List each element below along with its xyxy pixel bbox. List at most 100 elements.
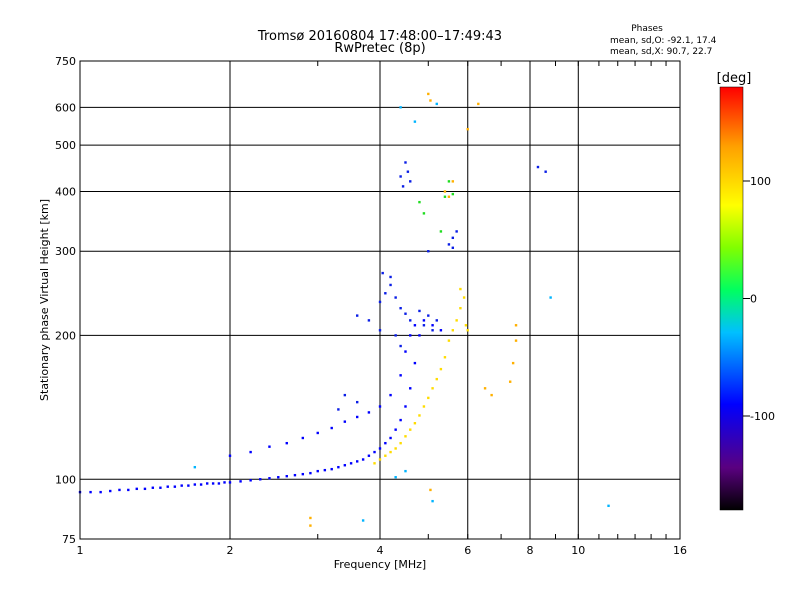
data-point [459, 287, 462, 291]
y-tick-label: 750 [55, 55, 76, 68]
data-point [451, 246, 455, 249]
data-point [431, 387, 434, 390]
data-point [439, 230, 443, 233]
data-point [447, 180, 451, 183]
data-point [285, 441, 288, 445]
data-point [127, 488, 130, 492]
y-tick-label: 500 [55, 139, 76, 152]
data-point [409, 319, 412, 322]
data-point [355, 400, 359, 404]
data-point [443, 195, 447, 198]
data-point [361, 458, 365, 461]
data-point [151, 486, 155, 489]
data-point [99, 490, 102, 494]
x-tick-label: 8 [527, 544, 534, 557]
colorbar: [deg] 100 0 -100 [717, 71, 775, 511]
data-point [343, 393, 347, 397]
data-point [418, 334, 421, 337]
x-tick-label: 10 [571, 544, 585, 557]
data-point [399, 106, 402, 109]
data-point [394, 334, 397, 337]
data-point [355, 314, 359, 317]
data-point [228, 481, 232, 484]
data-point [399, 441, 402, 445]
data-point [462, 296, 466, 299]
data-point [447, 339, 451, 342]
data-point [399, 175, 402, 178]
data-point [159, 486, 162, 489]
data-point [301, 436, 305, 440]
colorbar-tick-label: -100 [750, 410, 775, 423]
data-point [413, 120, 417, 123]
data-point [367, 319, 371, 322]
data-point [399, 374, 402, 377]
data-point [427, 92, 430, 96]
data-point [343, 464, 347, 467]
colorbar-label: [deg] [717, 71, 752, 86]
data-point [607, 504, 610, 508]
data-point [443, 356, 447, 359]
data-point [447, 195, 451, 198]
x-tick-label: 6 [464, 544, 471, 557]
data-point [389, 283, 392, 287]
data-point [514, 339, 518, 342]
data-point [422, 324, 426, 327]
data-point [439, 367, 443, 371]
data-point [466, 127, 469, 131]
y-tick-label: 400 [55, 185, 76, 198]
data-point [404, 405, 407, 408]
legend-line-o: mean, sd,O: -92.1, 17.4 [610, 36, 717, 46]
data-point [293, 473, 297, 477]
data-point [422, 212, 426, 215]
data-point [508, 380, 512, 383]
data-point [337, 465, 340, 469]
data-point [422, 319, 426, 322]
data-point [514, 324, 518, 327]
data-point [378, 405, 382, 408]
y-tick-label: 200 [55, 329, 76, 342]
data-point [455, 230, 458, 233]
data-point [193, 483, 197, 486]
data-point [389, 436, 392, 440]
data-point [323, 468, 327, 472]
data-point [427, 314, 430, 317]
data-point [459, 306, 462, 310]
y-tick-label: 75 [62, 533, 76, 546]
data-point [309, 516, 312, 520]
data-point [378, 447, 382, 450]
data-point [228, 454, 232, 457]
data-point [435, 319, 438, 322]
y-tick-label: 600 [55, 101, 76, 114]
data-point [536, 165, 540, 169]
data-point [418, 309, 421, 313]
data-point [394, 447, 397, 450]
data-point [451, 180, 455, 183]
data-point [180, 484, 183, 487]
data-point [394, 476, 397, 479]
data-point [401, 185, 405, 188]
data-point [143, 487, 147, 491]
data-point [109, 489, 112, 493]
data-points [78, 92, 610, 527]
x-axis-ticks: 1 2 4 6 8 10 16 [77, 61, 687, 557]
data-point [409, 180, 412, 183]
data-point [451, 236, 455, 240]
data-point [418, 414, 421, 417]
data-point [549, 296, 552, 299]
data-point [301, 472, 305, 476]
data-point [223, 481, 226, 484]
data-point [422, 405, 426, 408]
x-tick-label: 16 [673, 544, 687, 557]
data-point [464, 324, 468, 327]
data-point [431, 329, 434, 332]
data-point [309, 471, 312, 475]
chart-subtitle: RwPretec (8p) [334, 41, 425, 56]
data-point [367, 454, 371, 457]
data-point [439, 329, 443, 332]
data-point [193, 465, 197, 469]
data-point [337, 408, 340, 411]
x-tick-label: 4 [377, 544, 384, 557]
data-point [451, 192, 455, 196]
data-point [413, 422, 417, 425]
